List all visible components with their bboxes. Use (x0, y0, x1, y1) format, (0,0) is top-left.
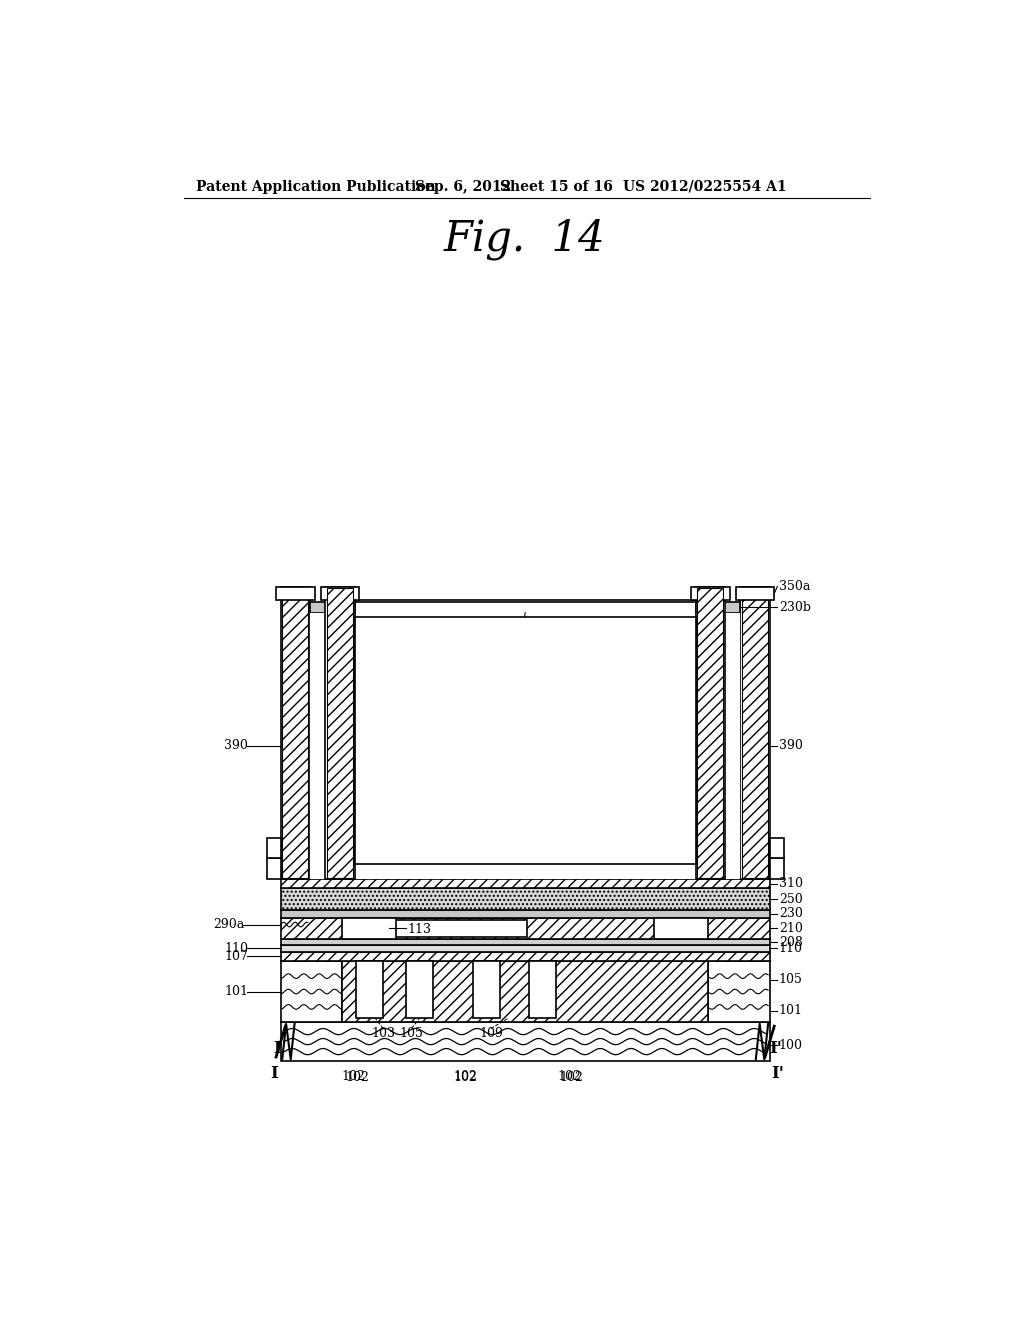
Text: 100: 100 (779, 1039, 803, 1052)
Text: 102: 102 (557, 1069, 582, 1082)
Text: I: I (270, 1065, 279, 1081)
Bar (695, 586, 725, 879)
Text: 390: 390 (224, 739, 249, 752)
Text: 290a: 290a (213, 917, 245, 931)
Text: 230: 230 (779, 907, 803, 920)
Bar (385, 920, 527, 937)
Bar (281, 917, 770, 940)
Bar (281, 961, 342, 1022)
Text: 109: 109 (479, 1027, 503, 1040)
Bar (736, 586, 774, 601)
Text: I: I (273, 1040, 281, 1057)
Bar (281, 1022, 770, 1061)
Bar (356, 961, 383, 1019)
Bar (310, 602, 740, 612)
Bar (326, 586, 354, 879)
Text: US 2012/0225554 A1: US 2012/0225554 A1 (624, 180, 787, 194)
Text: 102: 102 (454, 1069, 477, 1082)
Bar (708, 961, 770, 1022)
Text: 102: 102 (454, 1072, 477, 1084)
Bar (327, 589, 353, 878)
Text: Sep. 6, 2012: Sep. 6, 2012 (416, 180, 512, 194)
Bar (281, 888, 770, 909)
Bar (281, 909, 770, 917)
Text: 208: 208 (779, 936, 803, 949)
Text: Patent Application Publication: Patent Application Publication (196, 180, 435, 194)
Bar (283, 589, 308, 878)
Bar (354, 602, 695, 612)
Text: 113: 113 (408, 924, 432, 936)
Text: 210: 210 (779, 921, 803, 935)
Bar (327, 589, 353, 878)
Bar (321, 586, 359, 601)
Text: 310: 310 (779, 878, 803, 890)
Text: 350a: 350a (779, 579, 810, 593)
Text: Sheet 15 of 16: Sheet 15 of 16 (500, 180, 613, 194)
Text: 230b: 230b (779, 601, 811, 614)
Bar (342, 961, 708, 1022)
Text: 390: 390 (498, 696, 521, 709)
Text: 110: 110 (224, 942, 249, 954)
Text: 105: 105 (779, 973, 803, 986)
Text: 110: 110 (779, 942, 803, 954)
Bar (697, 589, 724, 878)
Bar (267, 858, 281, 879)
Bar (740, 586, 770, 879)
Text: 101: 101 (224, 985, 249, 998)
Bar (281, 952, 770, 961)
Bar (691, 586, 730, 601)
Text: I': I' (771, 1065, 783, 1081)
Bar (697, 589, 724, 878)
Text: 102: 102 (346, 1072, 370, 1084)
Bar (326, 586, 354, 879)
Bar (281, 945, 770, 952)
Bar (770, 838, 783, 858)
Text: 390: 390 (779, 739, 803, 752)
Text: 250: 250 (779, 892, 803, 906)
Bar (742, 589, 768, 878)
Bar (695, 586, 725, 879)
Text: I': I' (769, 1040, 782, 1057)
Bar (281, 879, 770, 888)
Text: Fig.  14: Fig. 14 (444, 218, 605, 260)
Bar (267, 838, 281, 858)
Bar (654, 917, 708, 940)
Text: 107: 107 (224, 949, 249, 962)
Bar (354, 601, 695, 602)
Text: 101: 101 (779, 1005, 803, 1018)
Bar (354, 616, 695, 863)
Bar (281, 940, 770, 945)
Bar (342, 917, 396, 940)
Bar (407, 961, 433, 1019)
Bar (770, 858, 783, 879)
Bar (281, 586, 310, 879)
Text: 105: 105 (399, 1027, 424, 1040)
Bar (276, 586, 314, 601)
Text: 102: 102 (559, 1072, 583, 1084)
Bar (529, 961, 556, 1019)
Text: 102: 102 (342, 1069, 366, 1082)
Text: 103: 103 (371, 1027, 395, 1040)
Bar (310, 612, 740, 879)
Bar (473, 961, 500, 1019)
